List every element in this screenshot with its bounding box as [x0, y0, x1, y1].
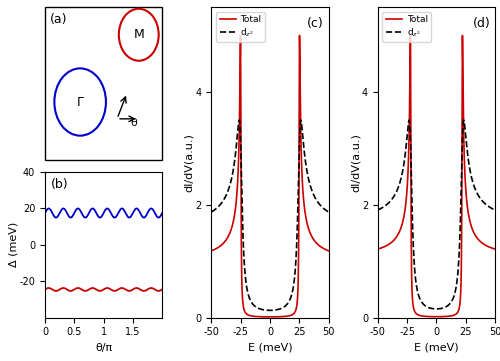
Line: d$_{z^2}$: d$_{z^2}$: [212, 120, 328, 310]
Total: [375, 247, 381, 251]
Total: [420, 314, 426, 318]
Total: [228, 226, 234, 230]
Total: [267, 315, 273, 319]
d$_{z^2}$: [222, 196, 228, 200]
d$_{z^2}$: [254, 305, 260, 309]
Circle shape: [54, 68, 106, 136]
Total: [254, 314, 260, 319]
Text: Γ: Γ: [76, 96, 84, 109]
d$_{z^2}$: [267, 308, 273, 313]
d$_{z^2}$: [492, 208, 498, 212]
Total: [324, 248, 330, 252]
FancyBboxPatch shape: [45, 7, 162, 160]
Y-axis label: dI/dV(a.u.): dI/dV(a.u.): [350, 133, 360, 192]
d$_{z^2}$: [208, 210, 214, 214]
Total: [310, 238, 316, 242]
Total: [490, 246, 496, 251]
d$_{z^2}$: [406, 118, 412, 122]
Total: [425, 314, 431, 319]
X-axis label: θ/π: θ/π: [95, 343, 112, 353]
Text: θ: θ: [130, 118, 138, 129]
Y-axis label: dI/dV(a.u.): dI/dV(a.u.): [184, 133, 194, 192]
d$_{z^2}$: [258, 307, 264, 312]
Text: M: M: [134, 28, 144, 41]
Total: [208, 249, 214, 253]
d$_{z^2}$: [395, 186, 401, 190]
Total: [460, 33, 466, 38]
Total: [434, 314, 440, 319]
d$_{z^2}$: [477, 196, 483, 200]
d$_{z^2}$: [434, 307, 440, 311]
Total: [326, 249, 332, 253]
Line: Total: Total: [378, 35, 495, 317]
Total: [258, 314, 264, 319]
d$_{z^2}$: [425, 305, 431, 309]
Y-axis label: Δ (meV): Δ (meV): [8, 222, 18, 268]
Total: [388, 240, 394, 245]
d$_{z^2}$: [310, 193, 316, 197]
Total: [395, 232, 401, 236]
Legend: Total, d$_{z^2}$: Total, d$_{z^2}$: [216, 12, 265, 42]
X-axis label: E (meV): E (meV): [414, 343, 459, 353]
d$_{z^2}$: [228, 176, 234, 180]
d$_{z^2}$: [324, 208, 330, 213]
Total: [222, 239, 228, 244]
d$_{z^2}$: [236, 118, 242, 122]
d$_{z^2}$: [420, 301, 426, 306]
Text: (d): (d): [472, 17, 490, 30]
d$_{z^2}$: [326, 210, 332, 214]
d$_{z^2}$: [490, 207, 496, 211]
Text: (a): (a): [50, 13, 67, 26]
Total: [296, 33, 302, 38]
d$_{z^2}$: [375, 208, 381, 212]
Line: Total: Total: [212, 35, 328, 317]
Total: [492, 247, 498, 251]
d$_{z^2}$: [388, 198, 394, 203]
Text: (c): (c): [307, 17, 324, 30]
Line: d$_{z^2}$: d$_{z^2}$: [378, 120, 495, 309]
X-axis label: E (meV): E (meV): [248, 343, 292, 353]
Total: [477, 239, 483, 244]
Circle shape: [119, 9, 158, 61]
Legend: Total, d$_{z^2}$: Total, d$_{z^2}$: [382, 12, 432, 42]
Text: (b): (b): [51, 178, 68, 191]
